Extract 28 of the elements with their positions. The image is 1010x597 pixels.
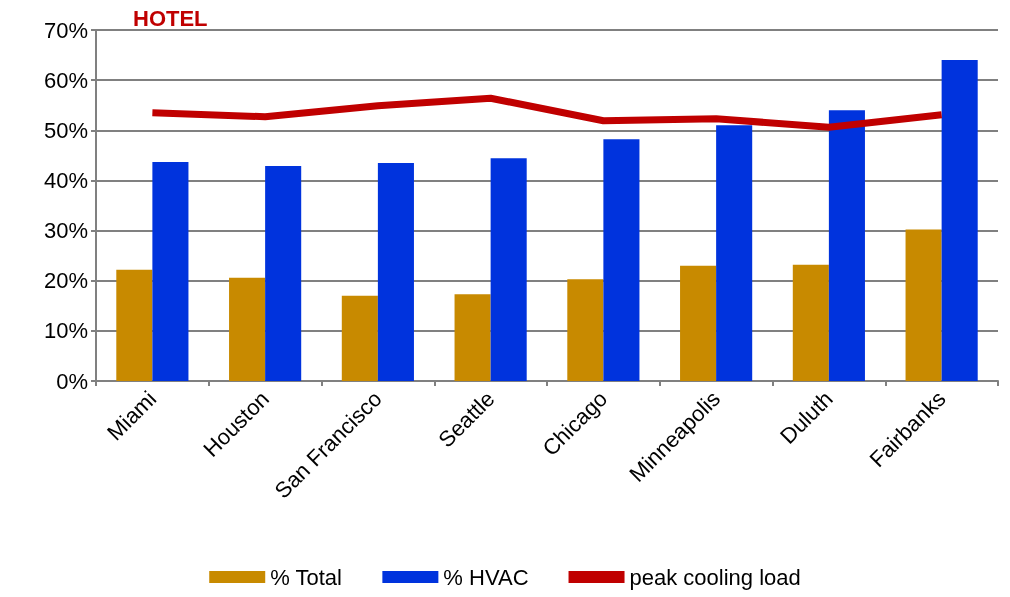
y-tick-label: 60% — [43, 67, 88, 93]
bar — [716, 125, 753, 381]
legend-label: % Total — [270, 564, 342, 590]
bar — [792, 264, 829, 381]
bar — [341, 295, 378, 381]
y-tick-label: 70% — [43, 17, 88, 43]
bar — [567, 279, 604, 381]
legend-label: peak cooling load — [629, 564, 801, 590]
bar — [454, 294, 491, 381]
y-tick-label: 50% — [43, 117, 88, 143]
bar — [377, 162, 414, 381]
bar — [490, 158, 527, 381]
bar — [603, 139, 640, 381]
bar — [116, 269, 153, 381]
bar — [152, 161, 189, 381]
y-tick-label: 10% — [43, 318, 88, 344]
y-tick-label: 30% — [43, 218, 88, 244]
legend-label: % HVAC — [443, 564, 529, 590]
y-tick-label: 20% — [43, 268, 88, 294]
chart-title: HOTEL — [133, 5, 208, 31]
bar — [905, 229, 942, 381]
bar — [828, 110, 865, 381]
bar — [680, 265, 717, 381]
bar — [229, 277, 266, 381]
y-tick-label: 40% — [43, 167, 88, 193]
y-tick-label: 0% — [56, 368, 88, 394]
bar — [265, 165, 302, 381]
bar — [941, 60, 978, 381]
